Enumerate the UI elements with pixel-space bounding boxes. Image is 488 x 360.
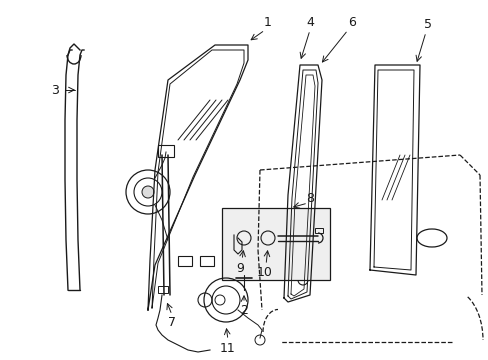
Text: 8: 8 bbox=[305, 192, 313, 204]
Text: 10: 10 bbox=[257, 266, 272, 279]
Bar bbox=[222, 208, 329, 280]
Text: 2: 2 bbox=[240, 303, 247, 316]
Bar bbox=[314, 228, 323, 233]
Bar bbox=[178, 256, 192, 266]
Text: 3: 3 bbox=[51, 84, 59, 96]
Text: 7: 7 bbox=[168, 315, 176, 328]
Text: 1: 1 bbox=[264, 15, 271, 28]
Bar bbox=[158, 145, 174, 157]
Text: 6: 6 bbox=[347, 15, 355, 28]
Text: 4: 4 bbox=[305, 15, 313, 28]
Bar bbox=[158, 286, 168, 293]
Text: 5: 5 bbox=[423, 18, 431, 31]
Text: 11: 11 bbox=[220, 342, 235, 355]
Bar bbox=[200, 256, 214, 266]
Bar bbox=[238, 270, 249, 278]
Circle shape bbox=[142, 186, 154, 198]
Text: 9: 9 bbox=[236, 261, 244, 274]
